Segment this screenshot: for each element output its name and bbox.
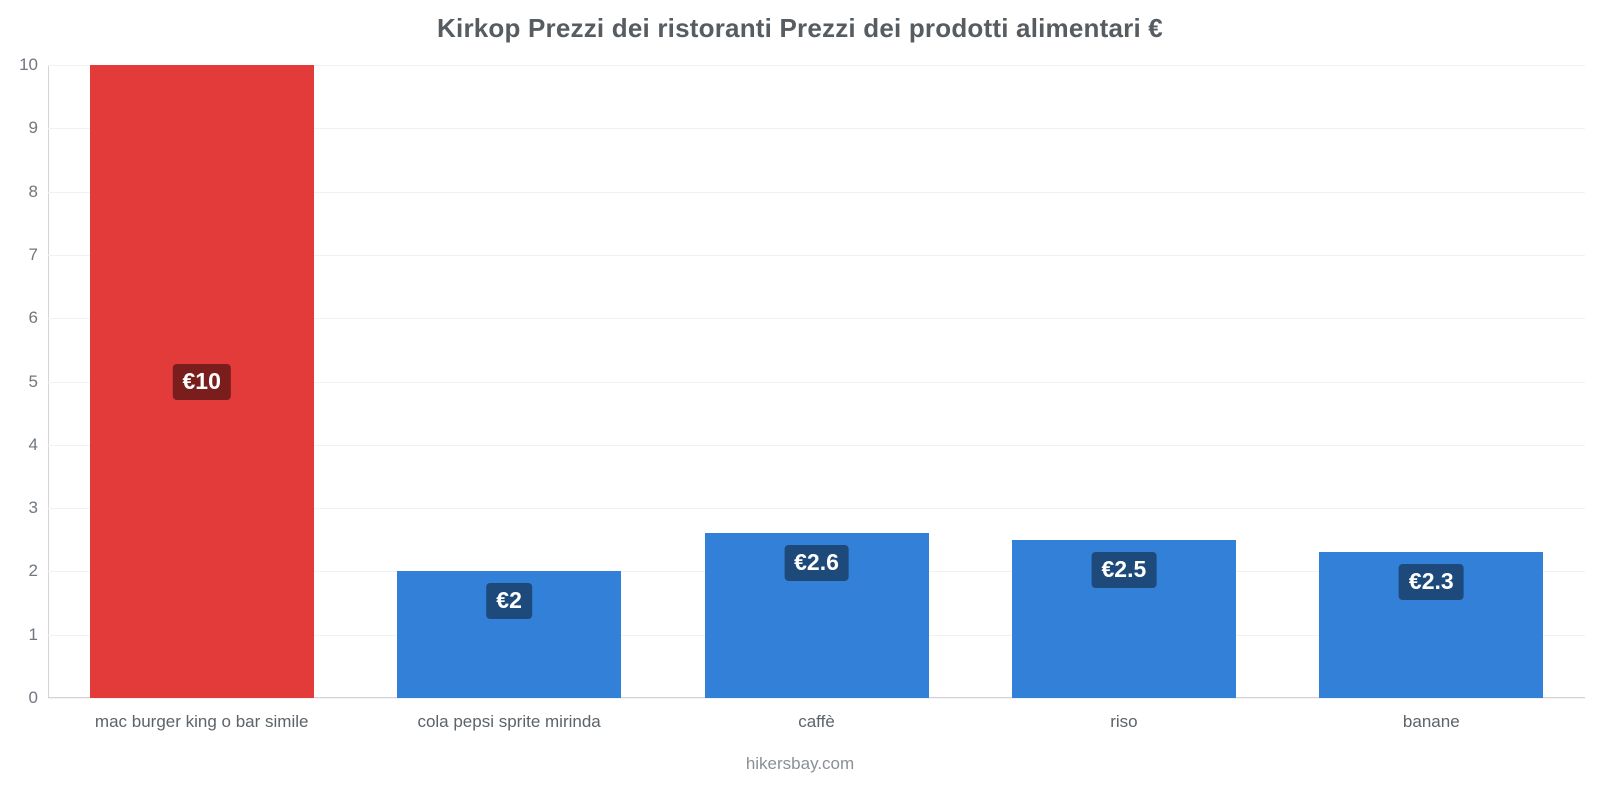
x-axis-category-label: cola pepsi sprite mirinda <box>417 712 601 731</box>
gridline <box>48 381 1585 383</box>
gridline <box>48 65 1585 66</box>
gridline <box>48 444 1585 446</box>
bar-value-label: €2.6 <box>784 545 849 582</box>
bar-value-label: €2 <box>486 583 532 620</box>
gridline <box>48 698 1585 699</box>
bar-value-label: €2.5 <box>1091 551 1157 588</box>
y-axis-tick: 9 <box>28 118 38 138</box>
chart-title: Kirkop Prezzi dei ristoranti Prezzi dei … <box>437 13 1163 43</box>
x-axis-category-label: caffè <box>798 712 835 731</box>
plot-area: €10 €2 €2.6 €2.5 €2.3 <box>48 65 1585 699</box>
x-axis-category-label: mac burger king o bar simile <box>94 712 309 731</box>
watermark-label: hikersbay.com <box>745 754 855 773</box>
y-axis-tick: 0 <box>28 688 38 707</box>
bar-value-label: €10 <box>172 363 231 400</box>
y-axis-tick: 6 <box>28 308 38 328</box>
y-axis-tick: 5 <box>28 371 38 391</box>
bar-value-label: €2.3 <box>1398 564 1464 601</box>
gridline <box>48 191 1585 193</box>
y-axis-tick: 10 <box>19 55 38 74</box>
y-axis-tick: 3 <box>28 498 38 518</box>
x-axis-category-label: banane <box>1402 712 1460 731</box>
y-axis-tick: 2 <box>28 561 38 581</box>
y-axis-tick: 7 <box>28 244 38 264</box>
y-axis-tick: 4 <box>28 434 38 454</box>
gridline <box>48 508 1585 510</box>
gridline <box>48 254 1585 256</box>
gridline <box>48 318 1585 320</box>
gridline <box>48 128 1585 130</box>
y-axis-tick: 8 <box>28 181 38 201</box>
y-axis-tick: 1 <box>28 624 38 644</box>
y-axis-tick-labels: 0 1 2 3 4 5 6 7 8 9 10 <box>0 55 38 707</box>
x-axis-category-label: riso <box>1110 712 1138 731</box>
